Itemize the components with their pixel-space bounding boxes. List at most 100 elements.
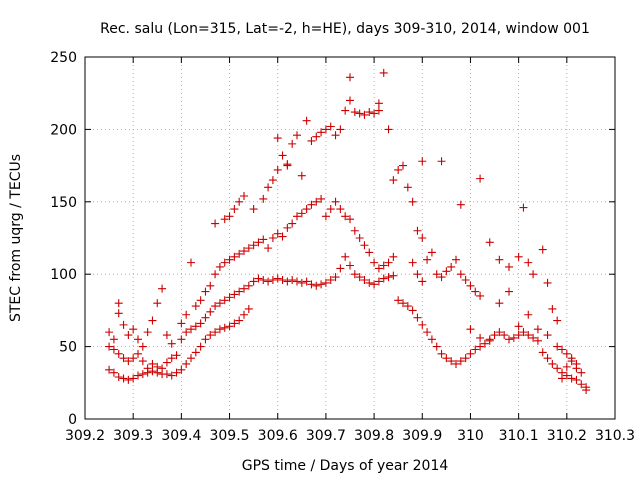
data-point	[148, 367, 157, 376]
data-point	[558, 374, 566, 383]
data-point	[567, 357, 576, 366]
data-point	[114, 373, 123, 382]
data-point	[461, 354, 470, 363]
data-point	[264, 277, 273, 286]
data-point	[360, 275, 369, 284]
data-point	[346, 73, 354, 82]
data-point	[355, 273, 364, 282]
data-point	[389, 176, 398, 185]
data-point	[432, 270, 441, 279]
data-point	[326, 122, 335, 131]
data-point	[321, 278, 330, 287]
data-point	[259, 275, 268, 284]
data-point	[365, 248, 374, 257]
data-point	[278, 275, 287, 284]
data-point	[167, 354, 176, 363]
data-point	[418, 277, 427, 286]
data-point	[249, 241, 258, 250]
data-point	[394, 165, 403, 174]
x-tick-label: 309.8	[354, 428, 394, 444]
data-point	[408, 197, 417, 206]
y-axis-label: STEC from uqrg / TECUs	[8, 154, 24, 322]
data-point	[374, 99, 383, 108]
data-point	[177, 319, 186, 328]
data-point	[244, 281, 253, 290]
data-point	[297, 278, 306, 287]
data-point	[162, 331, 171, 340]
data-point	[201, 313, 210, 322]
data-point	[399, 161, 407, 170]
data-point	[370, 258, 379, 267]
chart-title: Rec. salu (Lon=315, Lat=-2, h=HE), days …	[100, 21, 590, 37]
data-point	[350, 226, 359, 235]
data-point	[336, 205, 345, 214]
data-point	[148, 359, 157, 368]
data-point	[432, 342, 441, 351]
data-point	[370, 280, 379, 289]
data-point	[206, 281, 215, 290]
data-point	[543, 354, 552, 363]
data-point	[307, 280, 316, 289]
data-point	[158, 364, 167, 373]
data-point	[240, 310, 248, 319]
data-point	[312, 197, 321, 206]
data-point	[331, 197, 340, 206]
y-tick-label: 100	[50, 267, 77, 283]
data-point	[105, 328, 114, 337]
data-point	[538, 245, 547, 254]
data-point	[105, 342, 114, 351]
data-point	[562, 349, 571, 358]
data-point	[109, 368, 118, 377]
data-point	[331, 131, 340, 140]
data-point	[558, 345, 566, 354]
data-point	[211, 302, 220, 311]
data-point	[553, 342, 562, 351]
data-point	[326, 205, 335, 214]
data-point	[138, 370, 147, 379]
data-point	[572, 375, 581, 384]
data-point	[244, 244, 253, 253]
data-point	[283, 223, 292, 232]
y-tick-label: 200	[50, 122, 77, 138]
data-point	[495, 255, 504, 264]
plot-frame	[84, 56, 616, 420]
data-point	[379, 274, 388, 283]
data-point	[480, 339, 489, 348]
data-point	[235, 249, 244, 258]
data-point	[129, 374, 138, 383]
data-point	[138, 342, 147, 351]
data-point	[331, 273, 340, 282]
data-point	[114, 299, 123, 308]
data-point	[235, 287, 244, 296]
data-point	[413, 313, 422, 322]
data-point	[172, 351, 181, 360]
data-point	[225, 212, 234, 221]
data-point	[341, 106, 350, 115]
data-point	[273, 165, 282, 174]
data-point	[346, 261, 354, 270]
data-point	[476, 291, 485, 300]
data-point	[524, 331, 533, 340]
data-point	[167, 371, 176, 380]
data-point	[138, 357, 147, 366]
data-point	[341, 252, 350, 261]
data-point	[307, 200, 316, 209]
data-point	[109, 335, 118, 344]
data-point	[399, 299, 407, 308]
data-point	[476, 174, 485, 183]
data-point	[389, 271, 398, 280]
data-point	[437, 157, 446, 166]
data-point	[577, 380, 586, 389]
data-points	[105, 68, 591, 395]
data-point	[529, 333, 538, 342]
data-point	[182, 310, 191, 319]
data-point	[162, 358, 171, 367]
data-point	[321, 212, 330, 221]
data-point	[119, 374, 128, 383]
data-point	[273, 229, 282, 238]
data-point	[509, 333, 518, 342]
data-point	[124, 357, 133, 366]
data-point	[365, 108, 374, 117]
data-point	[543, 278, 552, 287]
data-point	[519, 328, 528, 337]
